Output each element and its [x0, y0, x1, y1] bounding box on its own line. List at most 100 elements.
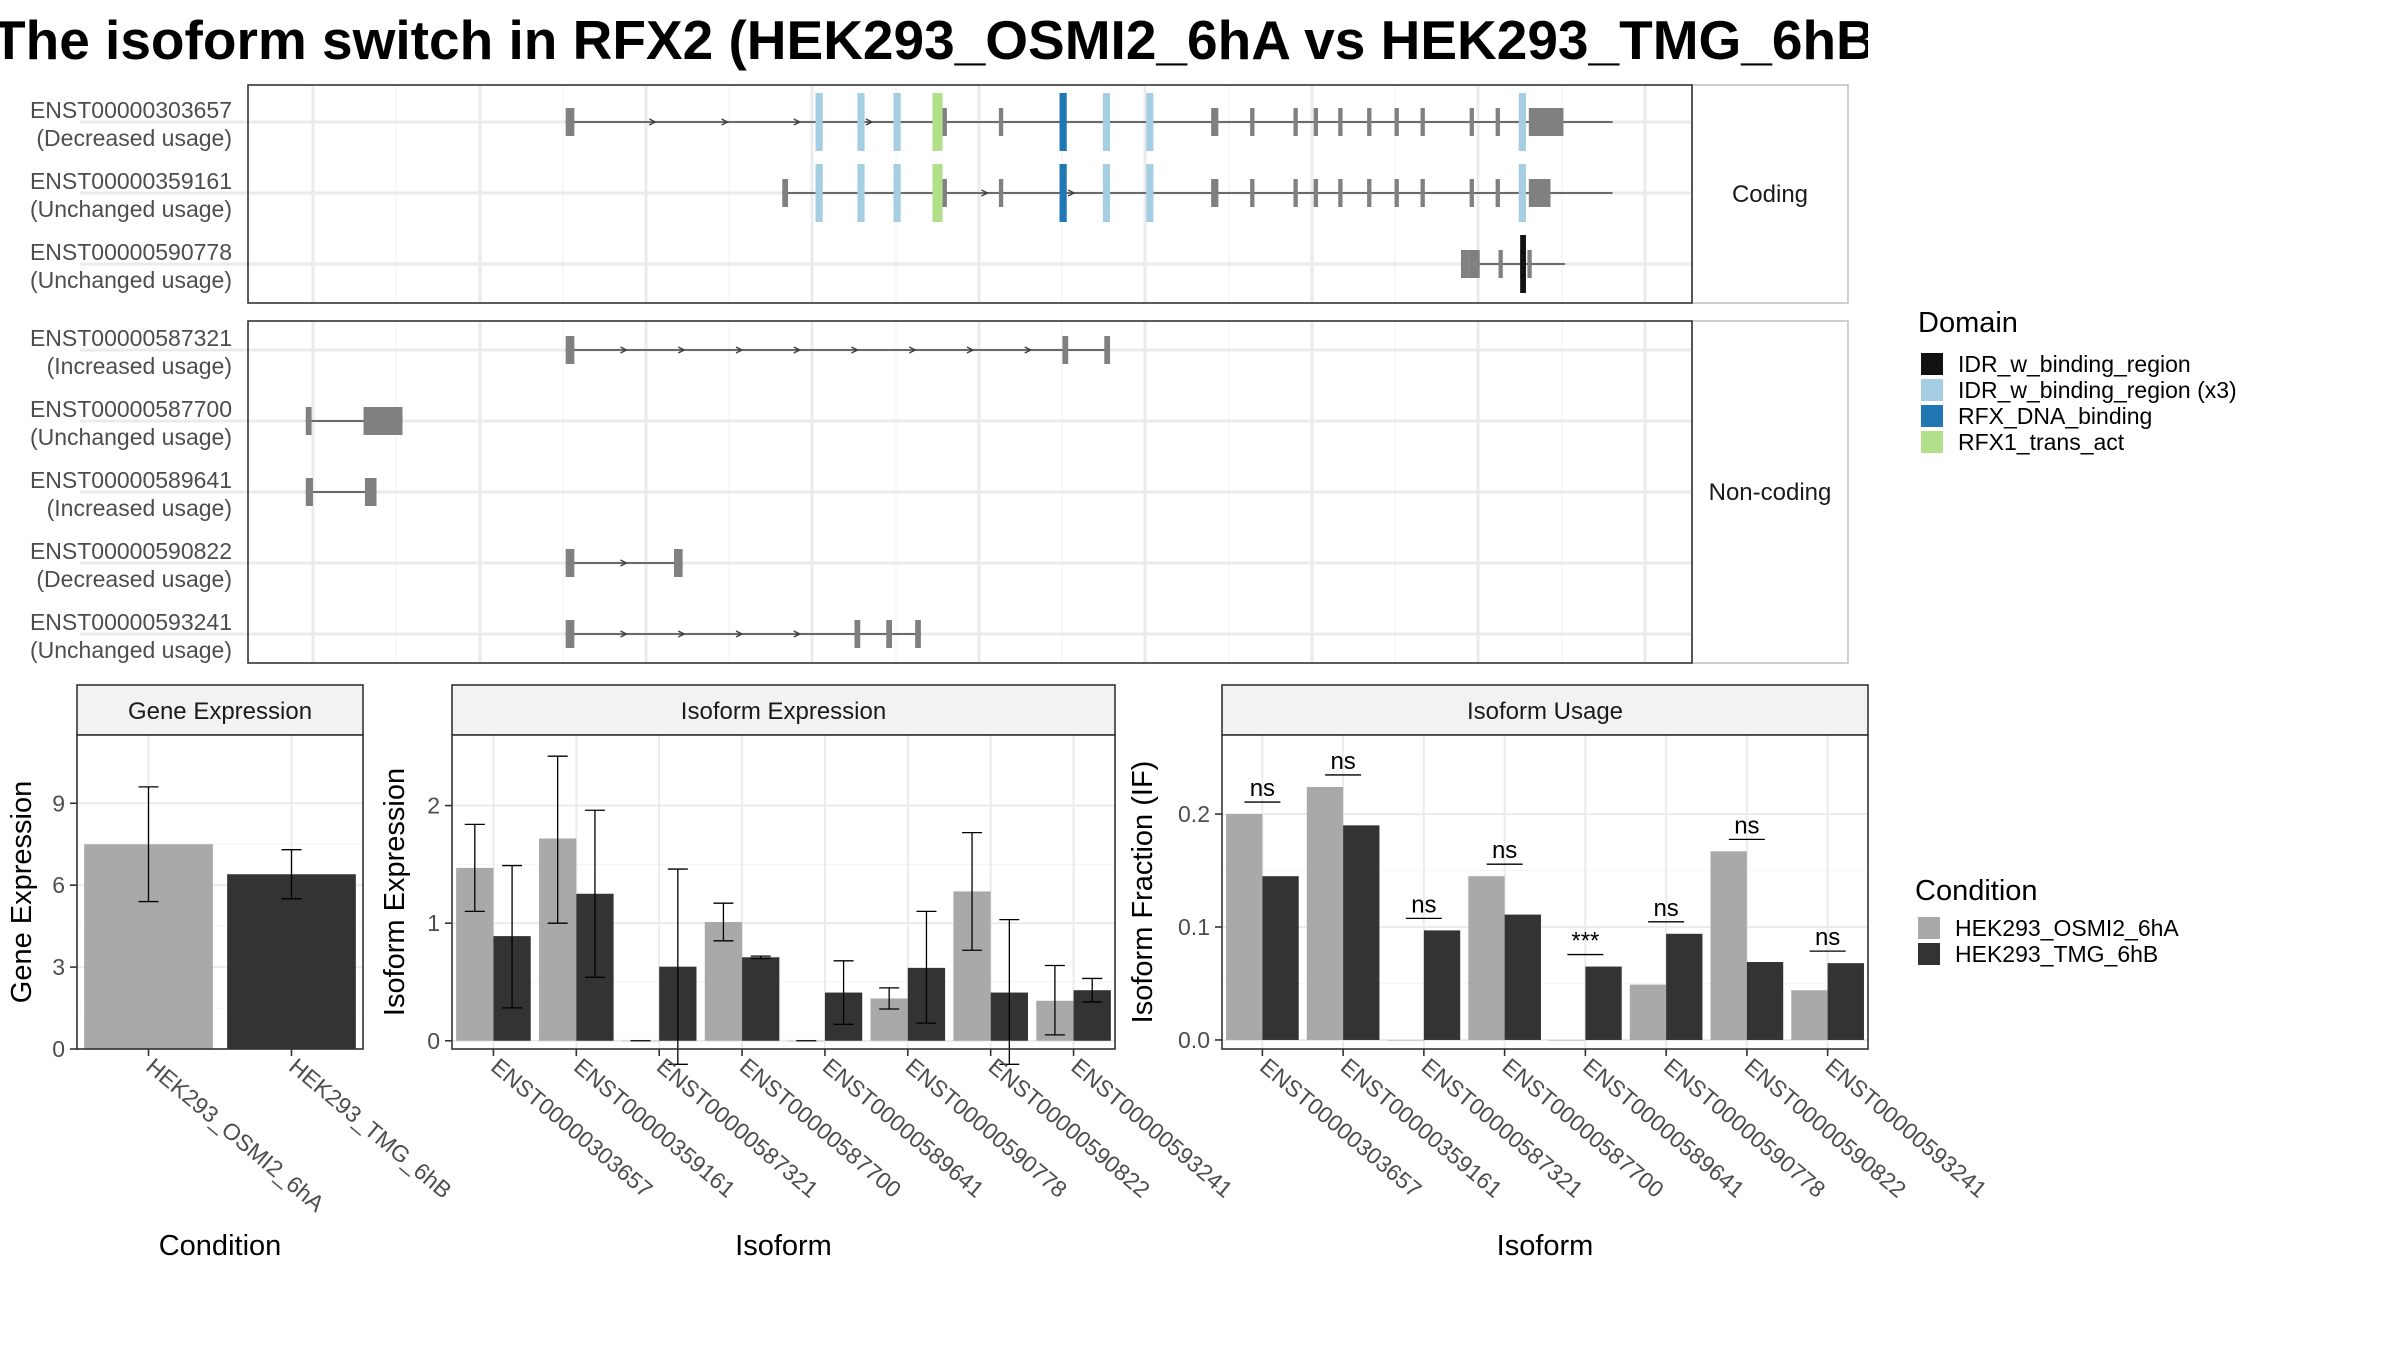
panel-strip — [76, 684, 364, 736]
exon — [363, 407, 403, 435]
isoform-expression-panel: Isoform Expression012ENST00000303657ENST… — [379, 684, 1238, 1262]
exon — [305, 478, 313, 506]
exon — [1104, 336, 1111, 364]
intron-arrow — [1024, 346, 1033, 354]
exon — [565, 549, 575, 577]
exon — [565, 620, 575, 648]
exon — [782, 179, 789, 207]
x-axis-title: Isoform — [1497, 1230, 1594, 1262]
domain-block — [857, 93, 865, 151]
panel-border — [76, 734, 364, 1050]
bar — [1387, 1039, 1424, 1041]
isoform-id-label: ENST00000590822 — [30, 538, 232, 564]
y-axis-title: Gene Expression — [6, 781, 38, 1003]
domain-legend-swatch — [1921, 379, 1943, 401]
intron-arrow — [908, 346, 917, 354]
y-tick-label: 3 — [52, 954, 65, 980]
significance-label: ns — [1250, 775, 1275, 802]
significance-label: ns — [1492, 837, 1517, 864]
exon — [1211, 108, 1219, 136]
exon — [1528, 179, 1551, 207]
isoform-id-label: ENST00000303657 — [30, 97, 232, 123]
isoform-label: ENST00000590778(Unchanged usage) — [30, 239, 232, 293]
domain-block — [1520, 235, 1526, 293]
domain-block — [1059, 164, 1067, 222]
y-axis-title: Isoform Expression — [379, 768, 411, 1016]
bar — [1468, 876, 1505, 1040]
panel-strip-title: Gene Expression — [128, 698, 312, 725]
isoform-label: ENST00000590822(Decreased usage) — [30, 538, 232, 592]
exon — [1338, 108, 1343, 136]
isoform-track — [80, 620, 1692, 648]
domain-legend-item: RFX_DNA_binding — [1921, 403, 2152, 429]
y-tick-label: 1 — [427, 910, 440, 936]
exon — [1528, 108, 1564, 136]
isoform-track — [80, 164, 1692, 222]
domain-legend-swatch — [1921, 353, 1943, 375]
isoform-label: ENST00000587321(Increased usage) — [30, 325, 232, 379]
isoform-usage-label: (Decreased usage) — [36, 125, 232, 151]
domain-legend-label: IDR_w_binding_region (x3) — [1958, 377, 2237, 403]
x-tick-label: ENST00000303657 — [486, 1053, 658, 1203]
intron-arrow — [649, 118, 657, 126]
bar — [227, 874, 356, 1049]
intron-arrow — [620, 346, 629, 354]
isoform-label: ENST00000589641(Increased usage) — [30, 467, 232, 521]
significance-label: ns — [1734, 812, 1759, 839]
domain-legend-swatch — [1921, 405, 1943, 427]
bar — [742, 957, 780, 1041]
exon — [1468, 250, 1480, 278]
bar — [1629, 984, 1667, 1040]
isoform-usage-label: (Increased usage) — [47, 495, 232, 521]
domain-block — [1146, 164, 1154, 222]
exon — [1293, 108, 1298, 136]
exon — [565, 336, 575, 364]
gene-structure-plot: CodingNon-codingENST00000303657(Decrease… — [30, 84, 1849, 664]
figure-title: The isoform switch in RFX2 (HEK293_OSMI2… — [0, 9, 1868, 71]
exon — [1527, 250, 1532, 278]
bar — [1306, 786, 1344, 1040]
exon — [998, 179, 1004, 207]
domain-block — [932, 164, 943, 222]
panel-border — [247, 320, 1693, 664]
isoform-id-label: ENST00000593241 — [30, 609, 232, 635]
facet-strip-label: Non-coding — [1709, 479, 1832, 506]
exon — [1313, 179, 1319, 207]
exon — [998, 108, 1004, 136]
exon — [1367, 108, 1372, 136]
y-axis-title: Isoform Fraction (IF) — [1127, 761, 1159, 1024]
y-tick-label: 2 — [427, 793, 440, 819]
exon — [565, 108, 575, 136]
panel-strip — [1221, 684, 1869, 736]
y-tick-label: 0.2 — [1178, 801, 1210, 827]
bar — [1226, 814, 1263, 1040]
panel-strip — [451, 684, 1116, 736]
exon — [1420, 179, 1425, 207]
exon — [364, 478, 377, 506]
domain-block — [932, 93, 943, 151]
isoform-id-label: ENST00000587321 — [30, 325, 232, 351]
domain-legend-label: IDR_w_binding_region — [1958, 351, 2191, 377]
significance-label: ns — [1411, 891, 1436, 918]
panel-border — [247, 84, 1693, 304]
isoform-id-label: ENST00000587700 — [30, 396, 232, 422]
domain-legend-title: Domain — [1918, 307, 2018, 339]
panel-strip-title: Isoform Expression — [681, 698, 886, 725]
exon — [1293, 179, 1298, 207]
isoform-label: ENST00000587700(Unchanged usage) — [30, 396, 232, 450]
domain-block — [1102, 164, 1111, 222]
x-axis-title: Condition — [159, 1230, 282, 1262]
exon — [1495, 108, 1500, 136]
bar — [1666, 933, 1703, 1040]
isoform-id-label: ENST00000589641 — [30, 467, 232, 493]
bar — [1791, 990, 1828, 1040]
exon — [1062, 336, 1069, 364]
condition-legend-label: HEK293_TMG_6hB — [1955, 941, 2158, 967]
intron-arrow — [620, 630, 629, 638]
isoform-label: ENST00000303657(Decreased usage) — [30, 97, 232, 151]
intron-arrow — [677, 346, 686, 354]
domain-block — [815, 164, 823, 222]
panel-border — [1221, 734, 1869, 1050]
y-tick-label: 6 — [52, 872, 65, 898]
